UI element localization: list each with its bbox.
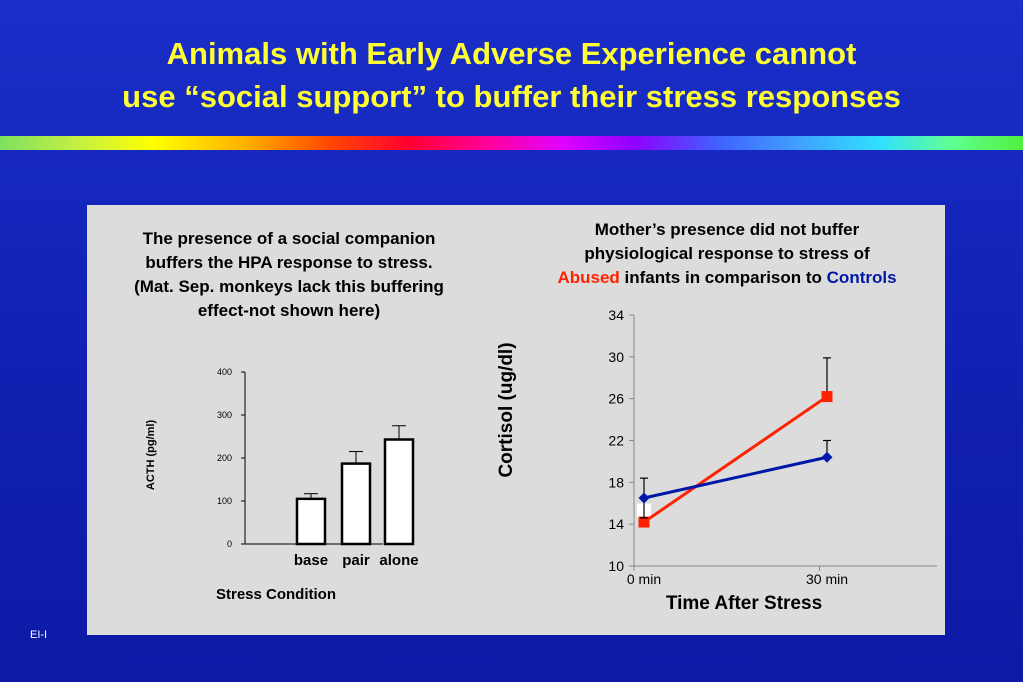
right-caption: Mother’s presence did not buffer physiol… — [517, 218, 937, 290]
controls-point — [638, 492, 650, 504]
bar-base — [295, 497, 327, 546]
right-caption-line-3: Abused infants in comparison to Controls — [517, 266, 937, 290]
line-xlabel: Time After Stress — [666, 593, 822, 614]
right-caption-middle: infants in comparison to — [619, 268, 827, 287]
bar-category-label: pair — [342, 552, 370, 569]
acth-bar-chart: ACTH (pg/ml) Stress Condition 0 100 200 300… — [145, 367, 419, 603]
bar-pair — [340, 462, 372, 546]
line-x-tick-label: 30 min — [806, 571, 848, 587]
bar-category-label: alone — [379, 552, 418, 569]
bar-y-tick-label: 0 — [227, 539, 232, 549]
line-x-tick-label: 0 min — [627, 571, 661, 587]
bar-ylabel: ACTH (pg/ml) — [145, 420, 157, 491]
right-caption-line-2: physiological response to stress of — [584, 244, 870, 263]
title-line-2: use “social support” to buffer their str… — [122, 79, 901, 114]
line-ylabel: Cortisol (ug/dl) — [496, 342, 517, 477]
abused-series-line — [643, 395, 828, 524]
abused-point — [638, 516, 650, 528]
bar-y-tick-label: 200 — [217, 453, 232, 463]
bar-y-tick-label: 400 — [217, 367, 232, 377]
line-y-tick-label: 30 — [608, 349, 624, 365]
slide-title: Animals with Early Adverse Experience ca… — [0, 32, 1023, 118]
content-panel: The presence of a social companion buffe… — [87, 205, 945, 635]
bar-xlabel: Stress Condition — [216, 586, 336, 603]
left-caption-line-4: effect-not shown here) — [197, 301, 381, 320]
rainbow-divider — [0, 136, 1023, 150]
left-caption-line-1: The presence of a social companion — [142, 229, 436, 248]
line-y-tick-label: 14 — [608, 516, 624, 532]
line-y-tick-label: 34 — [608, 307, 624, 323]
bar-y-tick-label: 300 — [217, 410, 232, 420]
line-y-tick-label: 26 — [608, 391, 624, 407]
line-y-tick-label: 18 — [608, 474, 624, 490]
bar-alone — [383, 438, 415, 546]
title-line-1: Animals with Early Adverse Experience ca… — [166, 36, 857, 71]
left-caption-line-3: (Mat. Sep. monkeys lack this buffering — [134, 277, 444, 296]
slide-code: EI-I — [30, 629, 48, 641]
bar-y-tick-label: 100 — [217, 496, 232, 506]
left-caption: The presence of a social companion buffe… — [99, 227, 479, 323]
right-caption-line-1: Mother’s presence did not buffer — [594, 220, 860, 239]
cortisol-line-chart: Cortisol (ug/dl) Time After Stress 10 14 1… — [496, 307, 937, 614]
controls-series-line — [643, 455, 828, 500]
abused-label: Abused — [557, 268, 620, 287]
abused-point — [821, 391, 833, 403]
left-caption-line-2: buffers the HPA response to stress. — [145, 253, 433, 272]
line-y-tick-label: 22 — [608, 433, 624, 449]
controls-label: Controls — [826, 268, 897, 287]
line-y-tick-label: 10 — [608, 558, 624, 574]
controls-point — [821, 451, 833, 463]
bar-category-label: base — [294, 552, 328, 569]
